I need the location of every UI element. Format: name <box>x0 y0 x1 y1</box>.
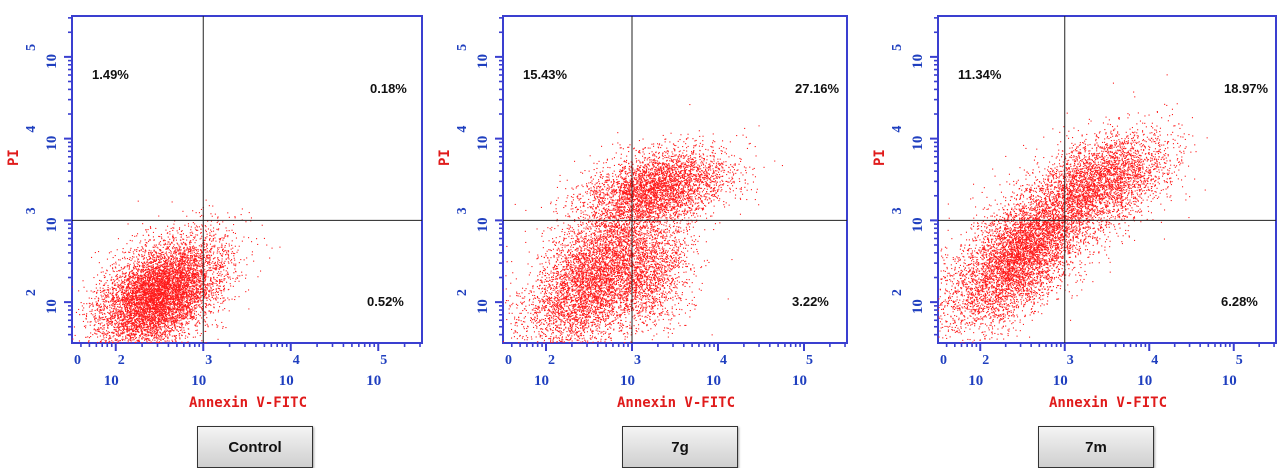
y-tick-base: 10 <box>475 217 491 232</box>
quadrant-lower-right-percent: 6.28% <box>1221 294 1258 309</box>
y-tick-exponent: 5 <box>455 44 470 51</box>
x-tick-base: 10 <box>279 373 294 389</box>
y-axis-ticks <box>495 17 503 336</box>
x-tick-base: 10 <box>706 373 721 389</box>
x-tick-base: 10 <box>366 373 381 389</box>
x-tick-exponent: 2 <box>548 353 555 368</box>
y-axis-ticks <box>64 17 72 336</box>
flow-panel-7g: 15.43%27.16%3.22%21031041051001021031041… <box>437 15 848 411</box>
sample-label-text: 7m <box>1085 439 1107 456</box>
x-tick-base: 10 <box>1222 373 1237 389</box>
y-tick-base: 10 <box>910 299 926 314</box>
x-tick-base: 10 <box>968 373 983 389</box>
scatter-points <box>938 74 1208 343</box>
quadrant-upper-left-percent: 1.49% <box>92 67 129 82</box>
y-tick-exponent: 4 <box>890 126 905 133</box>
scatter-points <box>503 104 783 343</box>
x-tick-exponent: 5 <box>806 353 813 368</box>
x-tick-base: 10 <box>792 373 807 389</box>
sample-label-text: Control <box>228 439 281 456</box>
cell-population-1 <box>72 199 281 343</box>
x-tick-exponent: 3 <box>1067 353 1074 368</box>
sample-label-control: Control <box>197 426 313 468</box>
y-axis-title: PI <box>437 149 453 166</box>
y-axis-title: PI <box>6 149 22 166</box>
sample-label-7m: 7m <box>1038 426 1154 468</box>
plot-frame <box>71 15 423 344</box>
y-tick-base: 10 <box>44 217 60 232</box>
quadrant-lower-right-percent: 0.52% <box>367 294 404 309</box>
y-tick-exponent: 3 <box>24 207 39 214</box>
y-tick-base: 10 <box>44 299 60 314</box>
y-tick-exponent: 4 <box>24 126 39 133</box>
y-tick-base: 10 <box>44 54 60 69</box>
x-tick-exponent: 4 <box>293 353 300 368</box>
x-axis-ticks <box>510 343 846 351</box>
x-tick-exponent: 4 <box>720 353 727 368</box>
x-tick-exponent: 2 <box>118 353 125 368</box>
x-axis-ticks <box>80 343 421 351</box>
y-tick-exponent: 3 <box>455 207 470 214</box>
scatter-points <box>72 199 281 343</box>
quadrant-upper-left-percent: 15.43% <box>523 67 568 82</box>
quadrant-upper-right-percent: 18.97% <box>1224 81 1269 96</box>
x-axis-ticks <box>945 343 1275 351</box>
y-tick-base: 10 <box>475 299 491 314</box>
x-tick-exponent: 3 <box>205 353 212 368</box>
y-axis-ticks <box>930 17 938 336</box>
sample-label-text: 7g <box>671 439 689 456</box>
cell-population-1 <box>503 155 742 343</box>
x-tick-base: 10 <box>104 373 119 389</box>
y-tick-exponent: 5 <box>890 44 905 51</box>
x-tick-base: 10 <box>191 373 206 389</box>
y-tick-exponent: 4 <box>455 126 470 133</box>
x-tick-base: 10 <box>620 373 635 389</box>
cell-population-3 <box>591 189 729 341</box>
x-tick-exponent: 5 <box>1236 353 1243 368</box>
x-tick-exponent: 5 <box>380 353 387 368</box>
quadrant-upper-left-percent: 11.34% <box>958 67 1002 82</box>
y-tick-exponent: 2 <box>455 289 470 296</box>
cell-population-1 <box>938 127 1162 343</box>
x-tick-origin: 0 <box>940 353 947 368</box>
plot-frame <box>937 15 1277 344</box>
y-tick-exponent: 5 <box>24 44 39 51</box>
y-tick-exponent: 3 <box>890 207 905 214</box>
x-tick-base: 10 <box>1053 373 1068 389</box>
x-tick-base: 10 <box>1137 373 1152 389</box>
x-axis-title: Annexin V-FITC <box>617 395 735 411</box>
y-tick-exponent: 2 <box>890 289 905 296</box>
x-tick-base: 10 <box>534 373 549 389</box>
x-tick-exponent: 3 <box>634 353 641 368</box>
cell-population-2 <box>514 104 783 268</box>
quadrant-upper-right-percent: 27.16% <box>795 81 840 96</box>
cell-population-2 <box>988 74 1208 264</box>
y-tick-base: 10 <box>910 217 926 232</box>
plot-frame <box>502 15 848 344</box>
x-tick-exponent: 4 <box>1151 353 1158 368</box>
y-tick-exponent: 2 <box>24 289 39 296</box>
x-axis-title: Annexin V-FITC <box>189 395 307 411</box>
y-tick-base: 10 <box>910 136 926 151</box>
x-tick-exponent: 2 <box>982 353 989 368</box>
flow-panel-7m: 11.34%18.97%6.28%21031041051001021031041… <box>872 15 1277 411</box>
flow-panel-control: 1.49% 0.18% 0.52% 2 10 3 10 4 10 5 10 0 10 2 10 3 10 4 10 5… <box>6 15 423 411</box>
y-axis-title: PI <box>872 149 888 166</box>
sample-label-7g: 7g <box>622 426 738 468</box>
y-tick-base: 10 <box>44 136 60 151</box>
y-tick-base: 10 <box>475 136 491 151</box>
quadrant-lower-right-percent: 3.22% <box>792 294 829 309</box>
x-tick-origin: 0 <box>74 353 81 368</box>
y-tick-base: 10 <box>475 54 491 69</box>
quadrant-upper-right-percent: 0.18% <box>370 81 407 96</box>
y-tick-base: 10 <box>910 54 926 69</box>
x-axis-title: Annexin V-FITC <box>1049 395 1167 411</box>
x-tick-origin: 0 <box>505 353 512 368</box>
